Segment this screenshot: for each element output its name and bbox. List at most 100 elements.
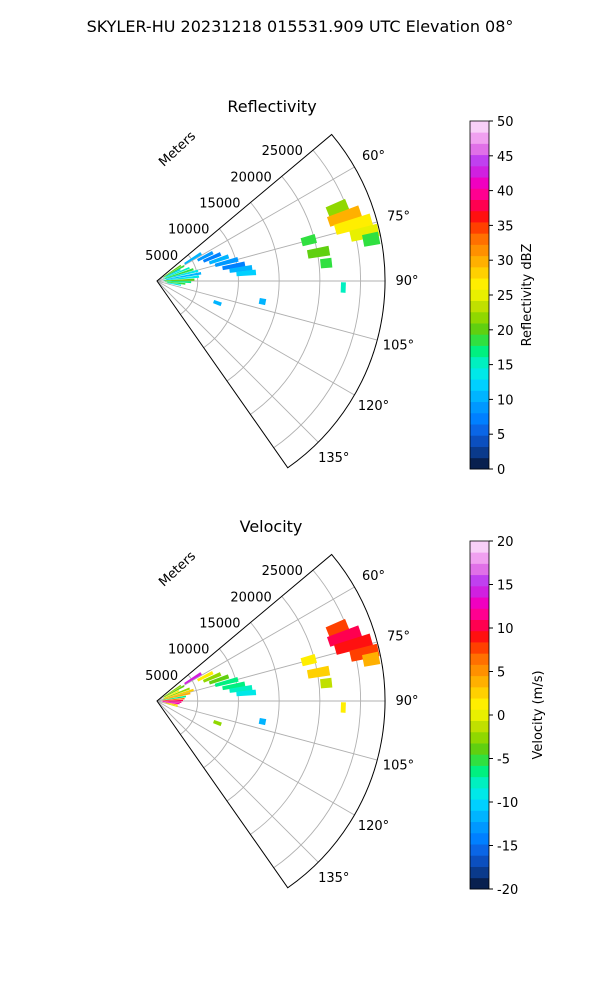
colorbar-segment [470,720,489,733]
colorbar-segment [470,154,489,167]
azimuth-gridline [156,700,355,816]
radar-echo-gate [362,231,381,247]
azimuth-gridline [156,586,355,702]
radial-tick-label: 25000 [262,564,303,579]
colorbar-segment [470,877,489,890]
colorbar-segment [470,675,489,688]
colorbar-tick-label: 15 [497,579,514,594]
radar-echo-gate [162,266,190,279]
colorbar-segment [470,653,489,665]
angle-tick-label: 120° [358,819,389,834]
radar-echo-gate [166,703,178,708]
range-ring-gridline [180,254,199,315]
range-ring-gridline [203,648,239,769]
polar-frame [156,553,386,889]
colorbar-segment [470,390,489,403]
colorbar-tick-label: -20 [497,883,518,898]
colorbar-tick-label: 5 [497,666,505,681]
colorbar-segment [470,132,489,144]
colorbar-segment [470,630,489,643]
radar-echo-gate [222,681,246,691]
angle-tick-label: 105° [383,759,414,774]
radar-echo-gate [167,282,182,286]
colorbar-segment [470,810,489,823]
colorbar-tick-label: 15 [497,359,514,374]
colorbar-tick-label: 25 [497,289,514,304]
radar-echo-gate [362,651,381,667]
radar-echo-gate [306,665,331,679]
colorbar-tick-label: 35 [497,219,514,234]
angle-tick-label: 105° [383,339,414,354]
radar-echo-gate [165,281,186,285]
azimuth-gridline [156,700,319,863]
radar-echo-gate [300,654,318,667]
radial-axis-label: Meters [156,129,199,170]
radar-echo-gate [258,298,267,306]
radial-tick-label: 10000 [168,223,209,238]
azimuth-gridline [156,700,378,761]
colorbar-segment [470,143,489,156]
colorbar-segment [470,619,489,632]
colorbar-segment [470,541,489,553]
colorbar-segment [470,379,489,391]
angle-tick-label: 135° [318,871,349,886]
range-ring-gridline [273,569,362,869]
radar-echo-gate [300,234,318,247]
radar-echo-gate [164,265,185,278]
radar-echo-gate [163,687,191,699]
colorbar-tick-label: -15 [497,840,518,855]
radar-echo-gate [320,677,333,689]
colorbar-segment [470,210,489,223]
colorbar-tick-label: 5 [497,428,505,443]
colorbar-segment [470,188,489,200]
angle-tick-label: 90° [395,274,418,289]
colorbar-segment [470,233,489,245]
radial-tick-label: 25000 [262,144,303,159]
radar-echo-gate [208,254,230,265]
radar-echo-gate [164,690,180,698]
angle-tick-label: 135° [318,451,349,466]
radar-echo-gate [340,282,346,293]
radar-echo-gate [340,702,346,713]
colorbar-segment [470,255,489,268]
colorbar-segment [470,300,489,313]
colorbar-segment [470,765,489,778]
radar-echo-gate [222,261,246,271]
colorbar-tick-label: 10 [497,393,514,408]
colorbar-segment [470,866,489,879]
colorbar-tick-label: -5 [497,753,510,768]
radar-echo-gate [162,695,187,701]
azimuth-gridline [156,280,319,443]
radar-echo-gate [213,300,222,307]
radial-tick-label: 15000 [199,196,240,211]
colorbar-segment [470,608,489,620]
radar-echo-gate [164,268,194,279]
colorbar-tick-label: 45 [497,150,514,165]
range-ring-gridline [180,674,199,735]
colorbar-segment [470,367,489,380]
colorbar-segment [470,323,489,335]
colorbar-label: Reflectivity dBZ [520,244,535,347]
radar-echo-gate [214,257,239,268]
radar-echo-gate [163,264,182,278]
colorbar-segment [470,356,489,369]
colorbar-segment [470,844,489,856]
colorbar-segment [470,597,489,609]
colorbar-segment [470,832,489,845]
radar-echo-gate [325,198,350,217]
colorbar-segment [470,199,489,212]
radar-echo-gate [326,205,363,227]
colorbar-segment [470,165,489,178]
colorbar-segment [470,552,489,564]
colorbar-segment [470,446,489,459]
colorbar-segment [470,435,489,447]
radial-tick-label: 5000 [145,249,178,264]
radial-tick-label: 20000 [230,590,271,605]
radar-echo-gate [163,275,200,281]
range-ring-gridline [226,202,280,382]
radar-echo-gate [214,677,239,688]
radar-echo-gate [161,701,182,703]
radar-echo-gate [320,257,333,269]
range-ring-gridline [273,149,362,449]
